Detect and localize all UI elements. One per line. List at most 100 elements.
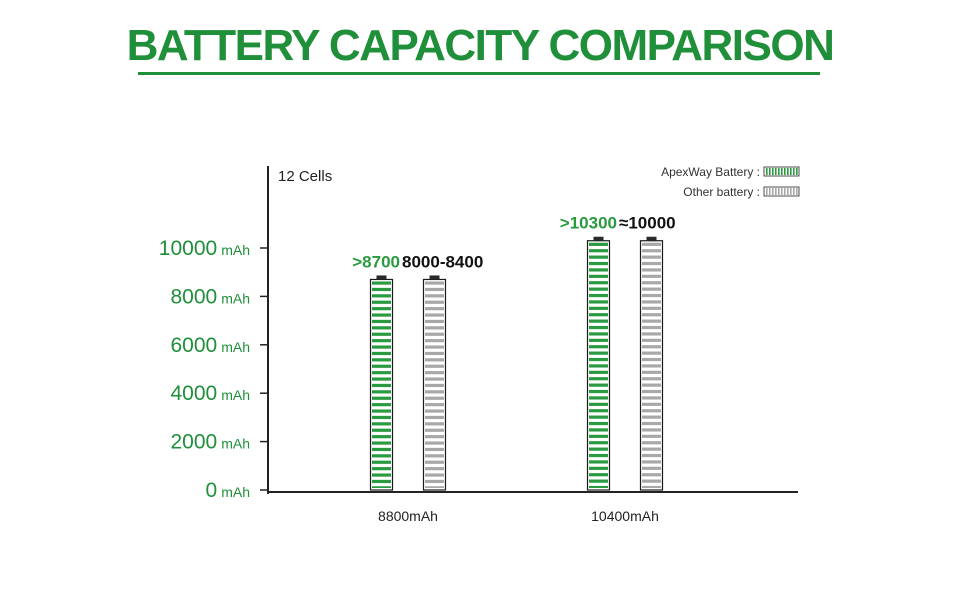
bar-apexway-0: [369, 275, 394, 491]
bar-stripe: [589, 466, 608, 470]
bar-stripe: [372, 390, 391, 394]
bar-stripe: [372, 326, 391, 330]
bar-stripe: [425, 313, 444, 317]
y-tick-label: 10000 mAh: [159, 237, 250, 260]
bar-stripe: [425, 479, 444, 484]
chart-axes: 12 Cells: [267, 166, 798, 494]
bar-stripe: [642, 325, 661, 330]
bar-stripe: [372, 377, 391, 381]
bar-stripe: [372, 454, 391, 458]
bar-stripe: [425, 383, 444, 388]
bar-stripe: [642, 306, 661, 310]
bar-stripe: [425, 422, 444, 426]
bar-stripe: [642, 466, 661, 470]
bar-stripe: [372, 409, 391, 413]
y-tick-label: 8000 mAh: [170, 285, 250, 308]
bar-stripe: [425, 396, 444, 400]
bar-stripe: [642, 460, 661, 464]
bar-stripe: [589, 447, 608, 451]
bar-other-0: [422, 275, 447, 491]
swatch-stripe: [769, 188, 771, 195]
bar-stripe: [372, 294, 391, 298]
swatch-stripe: [766, 188, 768, 195]
swatch-stripe: [796, 168, 798, 175]
bar-stripe: [642, 313, 661, 317]
bar-stripe: [425, 364, 444, 368]
bar-stripe: [372, 383, 391, 388]
swatch-stripe: [784, 168, 786, 175]
bar-stripe: [642, 434, 661, 438]
bar-stripe: [425, 294, 444, 298]
bar-stripe: [425, 454, 444, 458]
swatch-stripe: [787, 168, 789, 175]
y-tick-label: 0 mAh: [206, 479, 250, 502]
bar-stripe: [372, 422, 391, 426]
bar-stripe: [425, 415, 444, 420]
bar-stripe: [642, 441, 661, 445]
bar-stripe: [589, 357, 608, 362]
swatch-stripe: [772, 168, 774, 175]
battery-terminal: [593, 236, 604, 241]
bar-stripe: [589, 421, 608, 426]
swatch-stripe: [775, 188, 777, 195]
bar-stripe: [372, 332, 391, 336]
bar-stripe: [642, 479, 661, 483]
bar-stripe: [372, 300, 391, 304]
bar-stripe: [642, 249, 661, 253]
bar-stripe: [589, 287, 608, 291]
bar-stripe: [642, 338, 661, 342]
data-label-other: 8000-8400: [402, 252, 483, 271]
bar-stripe: [425, 300, 444, 304]
swatch-stripe: [769, 168, 771, 175]
y-tick-label: 2000 mAh: [170, 431, 250, 454]
bar-stripe: [589, 409, 608, 413]
bar-stripe: [642, 396, 661, 400]
bar-stripe: [372, 307, 391, 311]
bar-stripe: [372, 435, 391, 439]
bar-stripe: [425, 403, 444, 407]
bar-stripe: [372, 287, 391, 292]
bar-stripe: [589, 364, 608, 368]
bar-stripe: [372, 339, 391, 343]
bar-stripe: [372, 441, 391, 445]
bar-stripe: [642, 281, 661, 285]
bar-stripe: [372, 428, 391, 432]
y-tick-value: 2000: [170, 431, 217, 454]
bar-stripe: [372, 479, 391, 484]
bar-stripe: [425, 307, 444, 311]
bar-stripe: [589, 249, 608, 253]
bar-stripe: [372, 447, 391, 452]
y-tick-label: 6000 mAh: [170, 334, 250, 357]
bar-stripe: [642, 415, 661, 419]
bar-stripe: [642, 383, 661, 387]
battery-terminal: [646, 236, 657, 241]
y-tick-value: 6000: [170, 334, 217, 357]
y-tick-unit: mAh: [221, 290, 250, 306]
bar-stripe: [589, 434, 608, 438]
swatch-stripe: [787, 188, 789, 195]
bar-stripe: [589, 300, 608, 304]
swatch-stripe: [775, 168, 777, 175]
bar-stripe: [425, 358, 444, 362]
bar-stripe: [425, 345, 444, 349]
bar-stripe: [425, 377, 444, 381]
bar-stripe: [642, 357, 661, 362]
title-underline: [138, 72, 820, 75]
y-tick-unit: mAh: [221, 242, 250, 258]
bar-stripe: [642, 255, 661, 259]
swatch-stripe: [781, 188, 783, 195]
bar-stripe: [642, 351, 661, 355]
data-label-apexway: >10300: [560, 214, 617, 233]
bar-stripe: [642, 389, 661, 394]
bar-stripe: [642, 319, 661, 323]
bar-apexway-1: [586, 236, 611, 491]
bar-stripe: [589, 415, 608, 419]
bar-stripe: [589, 242, 608, 246]
bar-stripe: [425, 467, 444, 471]
swatch-stripe: [784, 188, 786, 195]
corner-label: 12 Cells: [278, 168, 332, 185]
bar-group: [369, 236, 664, 491]
bar-stripe: [425, 326, 444, 330]
y-tick-value: 8000: [170, 285, 217, 308]
